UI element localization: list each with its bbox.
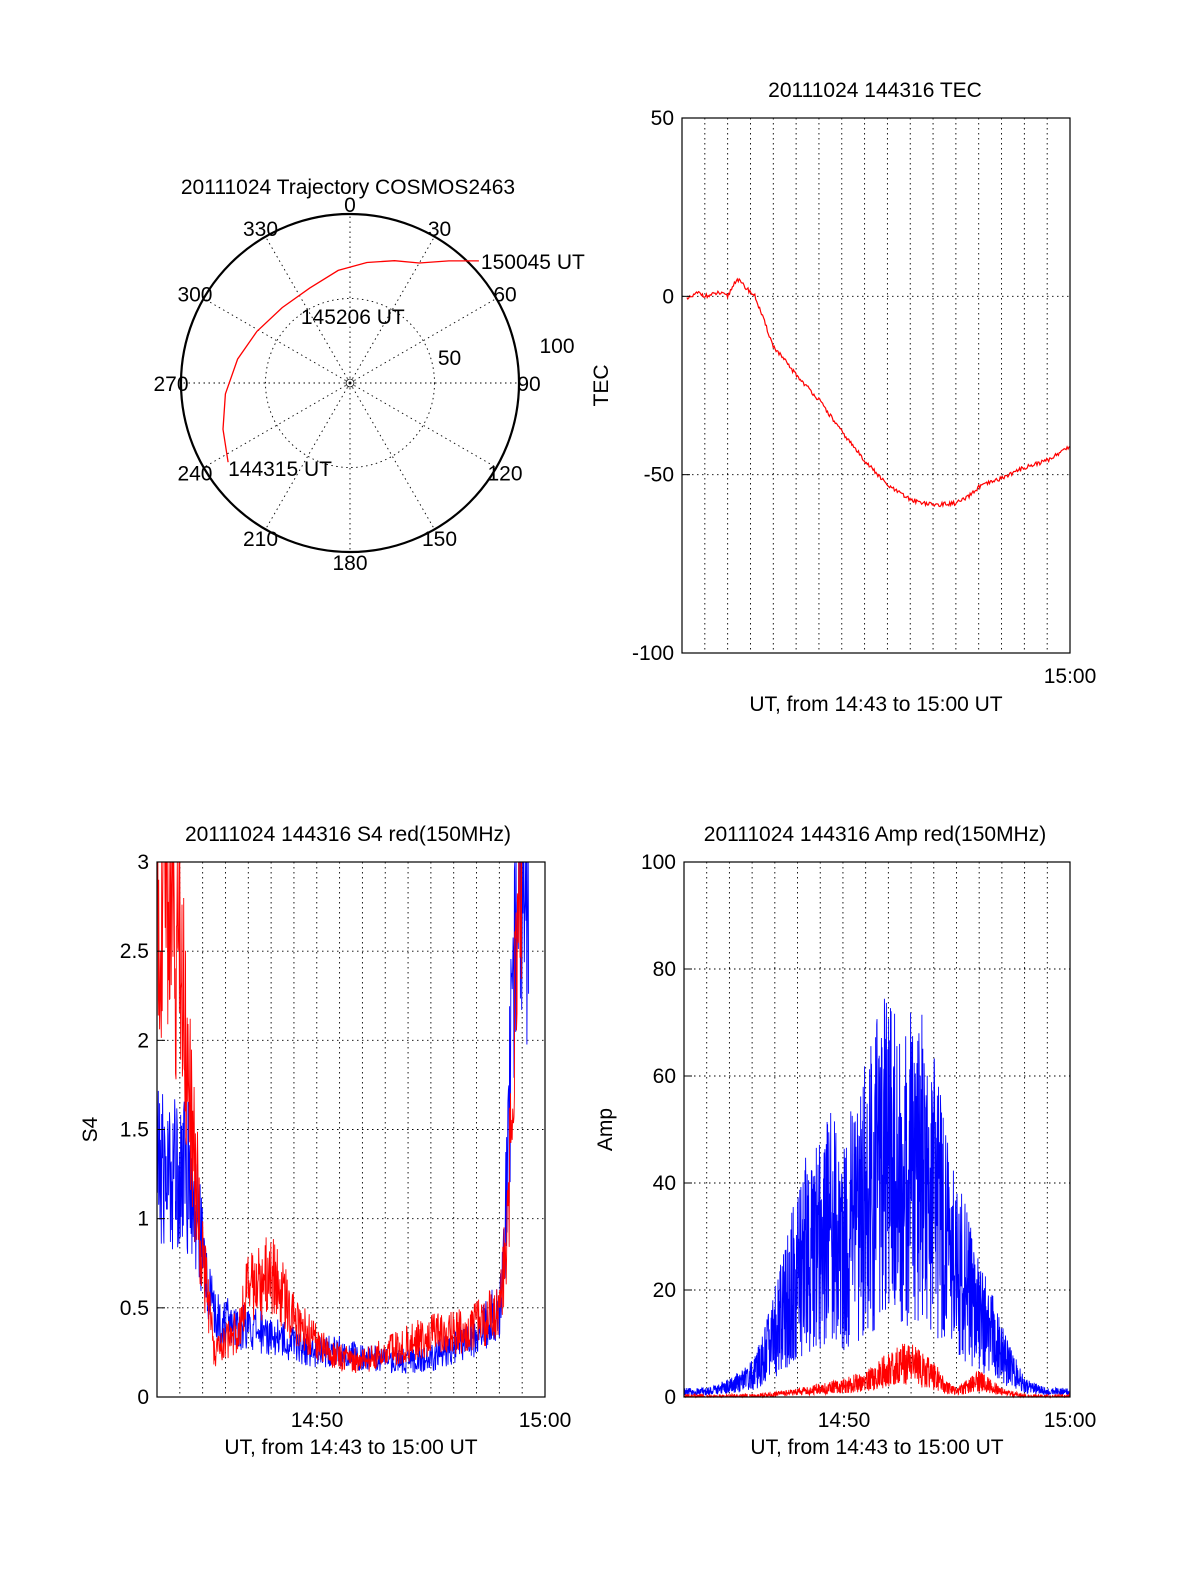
y-tick-label: 20 bbox=[653, 1279, 676, 1302]
s4-panel: 20111024 144316 S4 red(150MHz) 3 2.5 2 1.5 1… bbox=[79, 823, 571, 1459]
radial-label: 50 bbox=[438, 347, 461, 370]
polar-spoke bbox=[265, 382, 351, 530]
azimuth-label: 0 bbox=[344, 194, 356, 217]
y-axis-label: TEC bbox=[590, 365, 613, 407]
tec-title: 20111024 144316 TEC bbox=[768, 79, 982, 102]
azimuth-label: 330 bbox=[243, 218, 278, 241]
trajectory-title: 20111024 Trajectory COSMOS2463 bbox=[181, 176, 515, 199]
azimuth-label: 270 bbox=[153, 373, 188, 396]
x-tick-label: 15:00 bbox=[1044, 665, 1097, 688]
polar-outer-ring bbox=[179, 212, 521, 554]
x-tick-label: 14:50 bbox=[291, 1409, 344, 1432]
x-axis-label: UT, from 14:43 to 15:00 UT bbox=[224, 1436, 477, 1459]
time-annotation: 144315 UT bbox=[228, 458, 332, 481]
polar-center-mark bbox=[345, 378, 355, 388]
y-axis-label: Amp bbox=[594, 1108, 617, 1151]
amp-title: 20111024 144316 Amp red(150MHz) bbox=[704, 823, 1046, 846]
x-tick-label: 14:50 bbox=[818, 1409, 871, 1432]
azimuth-label: 60 bbox=[493, 284, 516, 307]
data-series-line bbox=[156, 861, 530, 1374]
azimuth-label: 180 bbox=[332, 552, 367, 575]
y-tick-label: 2.5 bbox=[120, 940, 149, 963]
y-tick-label: 0 bbox=[664, 1386, 676, 1409]
y-tick-label: 50 bbox=[651, 107, 674, 130]
x-tick-label: 15:00 bbox=[1044, 1409, 1097, 1432]
time-annotation: 145206 UT bbox=[301, 306, 405, 329]
data-series-line bbox=[686, 277, 1071, 509]
plot-frame bbox=[683, 861, 1071, 1398]
y-tick-label: 1 bbox=[137, 1208, 149, 1231]
x-axis-label: UT, from 14:43 to 15:00 UT bbox=[750, 1436, 1003, 1459]
y-tick-label: 80 bbox=[653, 958, 676, 981]
polar-spoke bbox=[203, 382, 351, 468]
radial-label: 100 bbox=[539, 335, 574, 358]
azimuth-label: 120 bbox=[487, 463, 522, 486]
y-tick-label: 3 bbox=[137, 851, 149, 874]
azimuth-label: 30 bbox=[428, 218, 451, 241]
y-tick-label: 100 bbox=[641, 851, 676, 874]
amp-panel: 20111024 144316 Amp red(150MHz) 100 80 60 4… bbox=[594, 823, 1096, 1459]
y-tick-label: 0.5 bbox=[120, 1297, 149, 1320]
data-series-line bbox=[156, 861, 523, 1374]
azimuth-label: 90 bbox=[517, 373, 540, 396]
y-tick-label: 1.5 bbox=[120, 1119, 149, 1142]
azimuth-label: 300 bbox=[177, 284, 212, 307]
plot-frame bbox=[681, 117, 1071, 654]
azimuth-label: 210 bbox=[243, 528, 278, 551]
y-tick-label: -50 bbox=[644, 464, 674, 487]
azimuth-label: 150 bbox=[422, 528, 457, 551]
y-tick-label: 0 bbox=[662, 285, 674, 308]
data-series-line bbox=[683, 998, 1071, 1397]
polar-grid-ring-50 bbox=[265, 298, 435, 468]
y-tick-label: 60 bbox=[653, 1065, 676, 1088]
y-tick-label: -100 bbox=[632, 642, 674, 665]
y-tick-label: 0 bbox=[137, 1386, 149, 1409]
s4-title: 20111024 144316 S4 red(150MHz) bbox=[185, 823, 511, 846]
polar-spoke bbox=[349, 236, 435, 384]
time-annotation: 150045 UT bbox=[481, 251, 585, 274]
y-axis-label: S4 bbox=[79, 1116, 102, 1142]
tec-panel: 20111024 144316 TEC 50 0 -50 -100 15:00 UT, f… bbox=[590, 79, 1096, 716]
polar-spoke bbox=[265, 236, 351, 384]
trajectory-line bbox=[222, 260, 479, 463]
polar-spoke bbox=[349, 382, 497, 468]
polar-spoke bbox=[349, 382, 435, 530]
y-tick-label: 2 bbox=[137, 1029, 149, 1052]
trajectory-polar-panel: 20111024 Trajectory COSMOS2463 0 30 60 90 12… bbox=[153, 176, 585, 575]
y-tick-label: 40 bbox=[653, 1172, 676, 1195]
polar-spoke bbox=[203, 298, 351, 384]
x-tick-label: 15:00 bbox=[519, 1409, 572, 1432]
azimuth-label: 240 bbox=[177, 463, 212, 486]
x-axis-label: UT, from 14:43 to 15:00 UT bbox=[749, 693, 1002, 716]
polar-spoke bbox=[349, 298, 497, 384]
